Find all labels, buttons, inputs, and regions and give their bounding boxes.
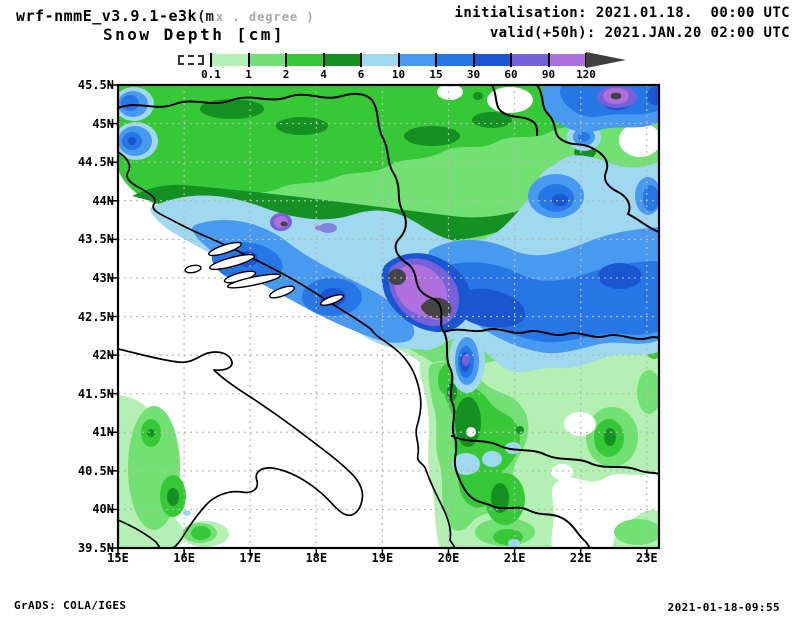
creation-timestamp: 2021-01-18-09:55: [667, 601, 780, 614]
grads-credit: GrADS: COLA/IGES: [14, 599, 127, 612]
legend-boundary: [510, 53, 512, 67]
axis-ticks: [109, 84, 648, 556]
legend-boundary: [472, 53, 475, 67]
legend-segment: [511, 54, 549, 66]
legend-segment: [436, 54, 474, 66]
legend-boundary: [210, 53, 212, 67]
model-title-paren: (m: [197, 9, 214, 25]
legend-segment: [361, 54, 399, 66]
underflow-box: [178, 55, 204, 65]
y-axis-label: 40.5N: [77, 463, 114, 478]
y-axis-label: 43N: [92, 270, 114, 285]
y-axis-label: 39.5N: [77, 541, 114, 556]
y-axis-label: 44N: [92, 193, 114, 208]
x-axis-label: 17E: [239, 551, 262, 565]
y-axis-label: 45N: [92, 116, 114, 131]
colorbar-legend: [178, 51, 658, 83]
legend-boundary: [397, 53, 400, 67]
legend-level-label: 60: [504, 68, 518, 81]
legend-boundary: [547, 53, 550, 67]
y-axis-label: 41.5N: [77, 386, 114, 401]
legend-boundary: [360, 53, 362, 67]
y-axis-label: 44.5N: [77, 155, 114, 170]
legend-segment: [398, 54, 436, 66]
legend-segment: [323, 54, 361, 66]
x-axis-label: 19E: [371, 551, 394, 565]
legend-segment: [548, 54, 586, 66]
y-axis-label: 42N: [92, 348, 114, 363]
overflow-arrow-icon: [586, 52, 626, 68]
legend-segment: [211, 54, 249, 66]
y-axis-label: 41N: [92, 425, 114, 440]
legend-level-label: 15: [429, 68, 443, 81]
model-title-text: wrf-nmmE_v3.9.1-e3k: [16, 7, 198, 25]
y-axis-label: 43.5N: [77, 232, 114, 247]
country-borders: [118, 85, 659, 548]
legend-boundary: [285, 53, 287, 67]
x-axis-label: 16E: [173, 551, 195, 565]
legend-level-label: 1: [245, 68, 252, 81]
legend-segment: [248, 54, 286, 66]
y-axis-label: 45.5N: [77, 78, 114, 92]
y-axis-label: 40N: [92, 502, 114, 517]
legend-level-label: 30: [466, 68, 481, 81]
coastlines: [118, 151, 456, 548]
colorbar: [178, 51, 658, 83]
legend-level-label: 90: [541, 68, 556, 81]
adriatic-islands: [184, 241, 345, 306]
legend-level-label: 0.1: [201, 68, 221, 81]
legend-level-label: 6: [357, 68, 365, 81]
legend-segment: [473, 54, 511, 66]
x-axis-label: 22E: [569, 551, 592, 565]
grid-lines: [118, 85, 659, 548]
legend-level-label: 120: [576, 68, 596, 81]
legend-level-label: 2: [282, 68, 290, 81]
x-axis-label: 21E: [503, 551, 526, 565]
legend-level-label: 10: [391, 68, 406, 81]
valid-time-label: valid(+50h): 2021.JAN.20 02:00 UTC: [489, 25, 790, 41]
x-axis-label: 20E: [437, 551, 460, 565]
legend-level-label: 4: [320, 68, 327, 81]
model-title-units: x . degree ): [215, 10, 315, 24]
legend-boundary: [435, 53, 437, 67]
legend-boundary: [247, 53, 250, 67]
legend-boundary: [322, 53, 325, 67]
init-time-label: initialisation: 2021.01.18. 00:00 UTC: [454, 5, 790, 21]
model-title: wrf-nmmE_v3.9.1-e3k(m x . degree ): [16, 6, 315, 25]
x-axis-label: 18E: [305, 551, 328, 565]
legend-segment: [286, 54, 324, 66]
plot-title: Snow Depth [cm]: [103, 25, 285, 44]
x-axis-label: 23E: [635, 551, 658, 565]
map-frame: [116, 83, 661, 550]
y-axis-label: 42.5N: [77, 309, 114, 324]
x-axis-label: 15E: [107, 551, 129, 565]
